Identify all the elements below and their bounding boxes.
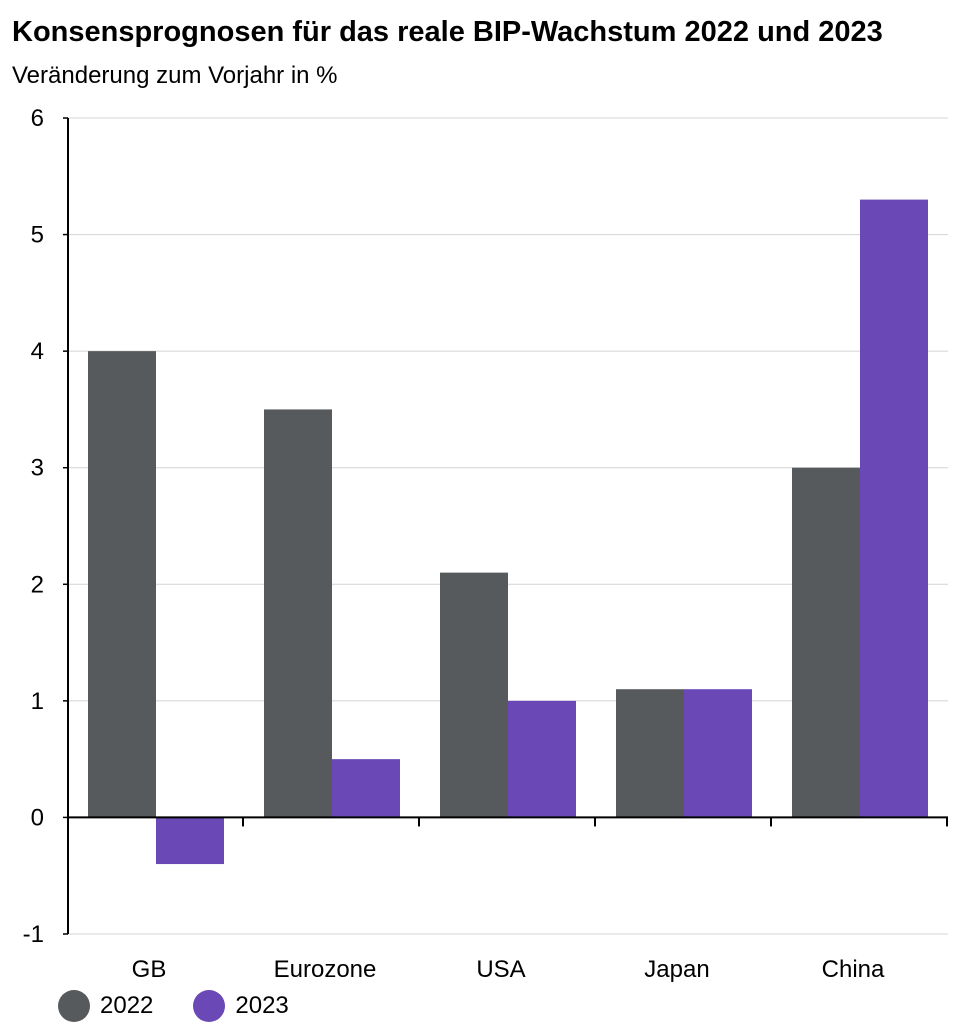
legend-item-2023: 2023 — [193, 990, 289, 1022]
bar-2022-eurozone — [264, 409, 332, 818]
y-tick-label: 4 — [31, 338, 44, 365]
bar-2022-usa — [440, 572, 508, 818]
y-tick-label: 1 — [31, 688, 44, 715]
y-tick-label: 0 — [31, 804, 44, 831]
x-tick-label: China — [822, 956, 885, 983]
bar-2022-china — [792, 467, 860, 818]
bar-2022-gb — [88, 351, 156, 818]
bar-2022-japan — [616, 689, 684, 818]
x-tick-label: USA — [476, 956, 525, 983]
legend-swatch-2023 — [193, 990, 226, 1022]
bar-2023-japan — [684, 689, 752, 818]
y-tick-labels: -1 0 1 2 3 4 5 6 — [23, 105, 44, 948]
x-tick-label: Eurozone — [274, 956, 377, 983]
bar-2023-china — [860, 199, 928, 818]
chart-title: Konsensprognosen für das reale BIP-Wachs… — [12, 16, 883, 48]
axes — [63, 117, 948, 935]
y-tick-label: -1 — [23, 921, 44, 948]
y-tick-label: 5 — [31, 222, 44, 249]
y-tick-label: 2 — [31, 571, 44, 598]
legend-label-2023: 2023 — [235, 992, 289, 1019]
legend: 2022 2023 — [58, 990, 329, 1022]
bar-2023-usa — [508, 700, 576, 818]
legend-label-2022: 2022 — [100, 992, 154, 1019]
x-tick-labels: GB Eurozone USA Japan China — [132, 956, 885, 983]
legend-swatch-2022 — [58, 990, 90, 1022]
bars — [88, 199, 928, 865]
legend-item-2022: 2022 — [58, 990, 153, 1022]
bar-2023-gb — [156, 817, 224, 865]
x-tick-label: Japan — [644, 956, 709, 983]
y-tick-label: 6 — [31, 105, 44, 132]
x-tick-label: GB — [132, 956, 167, 983]
y-tick-label: 3 — [31, 455, 44, 482]
chart-subtitle: Veränderung zum Vorjahr in % — [12, 62, 338, 89]
bar-2023-eurozone — [332, 759, 400, 818]
